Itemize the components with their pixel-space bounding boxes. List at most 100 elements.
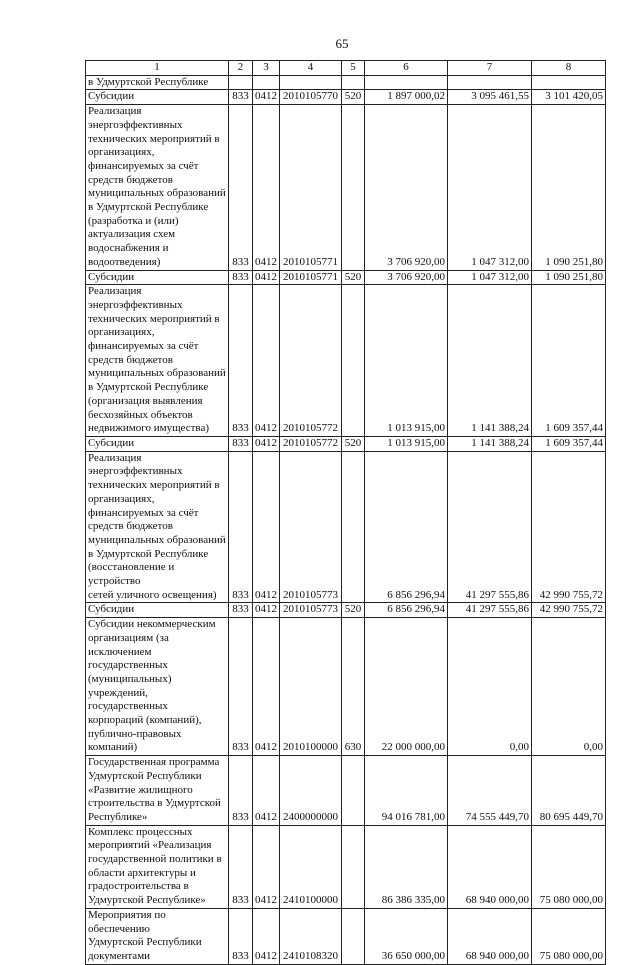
amount-col-6: 94 016 781,00 <box>364 755 448 826</box>
amount-col-8: 1 090 251,80 <box>531 104 606 271</box>
expense-type <box>341 104 365 271</box>
expense-type <box>341 824 365 909</box>
amount-col-8 <box>531 74 606 91</box>
amount-col-8: 1 609 357,44 <box>531 435 606 452</box>
ministry-code: 833 <box>228 435 253 452</box>
ministry-code: 833 <box>228 284 253 437</box>
amount-col-6: 1 013 915,00 <box>364 435 448 452</box>
table-row: Субсидии 833 0412 2010105771 520 3 706 920,00… <box>85 269 606 286</box>
item-name: Субсидии некоммерческим организациям (за… <box>85 617 229 757</box>
amount-col-7 <box>447 74 532 91</box>
section-code: 0412 <box>252 284 280 437</box>
expense-type <box>341 907 365 965</box>
ministry-code: 833 <box>228 824 253 909</box>
amount-col-8: 75 080 000,00 <box>531 824 606 909</box>
item-name: Государственная программа Удмуртской Рес… <box>85 755 229 826</box>
table-row: Субсидии некоммерческим организациям (за… <box>85 617 606 757</box>
amount-col-7: 1 047 312,00 <box>447 104 532 271</box>
item-name: Субсидии <box>85 435 229 452</box>
target-article: 2010100000 <box>279 617 342 757</box>
section-code: 0412 <box>252 450 280 604</box>
expense-type <box>341 284 365 437</box>
header-col-8: 8 <box>531 60 606 76</box>
item-name: Субсидии <box>85 269 229 286</box>
amount-col-6: 1 897 000,02 <box>364 89 448 106</box>
table-row: Субсидии 833 0412 2010105770 520 1 897 000,02… <box>85 89 606 106</box>
section-code: 0412 <box>252 602 280 619</box>
target-article: 2010105773 <box>279 450 342 604</box>
section-code: 0412 <box>252 435 280 452</box>
amount-col-6: 86 386 335,00 <box>364 824 448 909</box>
section-code: 0412 <box>252 755 280 826</box>
budget-table: 1 2 3 4 5 6 7 8 в Удмуртской Республике С… <box>85 60 606 965</box>
ministry-code: 833 <box>228 617 253 757</box>
amount-col-6: 1 013 915,00 <box>364 284 448 437</box>
amount-col-7: 0,00 <box>447 617 532 757</box>
header-col-1: 1 <box>85 60 229 76</box>
item-name: Субсидии <box>85 602 229 619</box>
expense-type: 520 <box>341 89 365 106</box>
expense-type <box>341 450 365 604</box>
target-article: 2010105770 <box>279 89 342 106</box>
table-row: Реализация энергоэффективных технических… <box>85 104 606 271</box>
target-article: 2010105772 <box>279 284 342 437</box>
table-row: Реализация энергоэффективных технических… <box>85 450 606 604</box>
target-article <box>279 74 342 91</box>
expense-type <box>341 74 365 91</box>
amount-col-8: 1 609 357,44 <box>531 284 606 437</box>
ministry-code <box>228 74 253 91</box>
section-code: 0412 <box>252 269 280 286</box>
ministry-code: 833 <box>228 602 253 619</box>
expense-type: 630 <box>341 617 365 757</box>
amount-col-7: 1 141 388,24 <box>447 284 532 437</box>
amount-col-7: 68 940 000,00 <box>447 824 532 909</box>
table-row: в Удмуртской Республике <box>85 74 606 91</box>
expense-type: 520 <box>341 602 365 619</box>
ministry-code: 833 <box>228 269 253 286</box>
amount-col-6: 6 856 296,94 <box>364 450 448 604</box>
amount-col-8: 80 695 449,70 <box>531 755 606 826</box>
table-row: Реализация энергоэффективных технических… <box>85 284 606 437</box>
amount-col-6 <box>364 74 448 91</box>
header-col-2: 2 <box>228 60 253 76</box>
table-row: Субсидии 833 0412 2010105772 520 1 013 915,00… <box>85 435 606 452</box>
item-name: Комплекс процессных мероприятий «Реализа… <box>85 824 229 909</box>
target-article: 2010105771 <box>279 104 342 271</box>
table-row: Государственная программа Удмуртской Рес… <box>85 755 606 826</box>
header-row: 1 2 3 4 5 6 7 8 <box>85 60 606 76</box>
amount-col-6: 3 706 920,00 <box>364 104 448 271</box>
item-name: Мероприятия по обеспечению Удмуртской Ре… <box>85 907 229 965</box>
header-col-4: 4 <box>279 60 342 76</box>
expense-type: 520 <box>341 435 365 452</box>
expense-type: 520 <box>341 269 365 286</box>
item-name: Реализация энергоэффективных технических… <box>85 284 229 437</box>
amount-col-7: 1 141 388,24 <box>447 435 532 452</box>
expense-type <box>341 755 365 826</box>
section-code: 0412 <box>252 617 280 757</box>
target-article: 2400000000 <box>279 755 342 826</box>
section-code <box>252 74 280 91</box>
target-article: 2010105772 <box>279 435 342 452</box>
item-name: Реализация энергоэффективных технических… <box>85 450 229 604</box>
header-col-6: 6 <box>364 60 448 76</box>
amount-col-7: 41 297 555,86 <box>447 602 532 619</box>
header-col-7: 7 <box>447 60 532 76</box>
ministry-code: 833 <box>228 450 253 604</box>
table-row: Субсидии 833 0412 2010105773 520 6 856 296,94… <box>85 602 606 619</box>
amount-col-7: 68 940 000,00 <box>447 907 532 965</box>
page-number: 65 <box>335 36 349 51</box>
amount-col-7: 3 095 461,55 <box>447 89 532 106</box>
amount-col-8: 1 090 251,80 <box>531 269 606 286</box>
table-row: Мероприятия по обеспечению Удмуртской Ре… <box>85 907 606 965</box>
ministry-code: 833 <box>228 104 253 271</box>
header-col-3: 3 <box>252 60 280 76</box>
amount-col-6: 36 650 000,00 <box>364 907 448 965</box>
amount-col-8: 42 990 755,72 <box>531 602 606 619</box>
section-code: 0412 <box>252 824 280 909</box>
amount-col-8: 42 990 755,72 <box>531 450 606 604</box>
table-row: Комплекс процессных мероприятий «Реализа… <box>85 824 606 909</box>
item-name: Субсидии <box>85 89 229 106</box>
amount-col-7: 41 297 555,86 <box>447 450 532 604</box>
amount-col-8: 75 080 000,00 <box>531 907 606 965</box>
target-article: 2010105773 <box>279 602 342 619</box>
